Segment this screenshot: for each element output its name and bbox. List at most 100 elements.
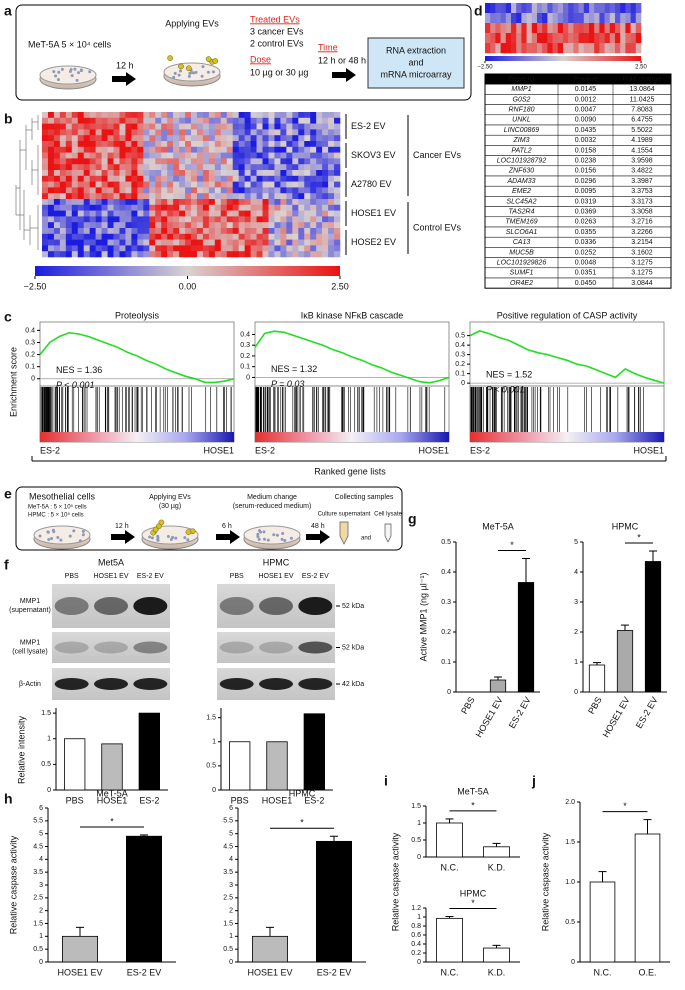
cell (54, 74, 58, 78)
heatmap-cell (196, 216, 204, 223)
heatmap-cell (568, 23, 574, 34)
heatmap-cell (59, 175, 67, 182)
y-axis-title: Active MMP1 (ng µl⁻¹) (418, 573, 428, 662)
heatmap-cell (131, 204, 138, 211)
heatmap-cell (250, 199, 257, 206)
heatmap-cell (635, 33, 642, 44)
heatmap-cell (71, 181, 79, 188)
heatmap-cell (316, 175, 323, 182)
bar (436, 822, 463, 858)
heatmap-cell (573, 23, 579, 34)
heatmap-cell (334, 193, 341, 200)
heatmap-cell (47, 135, 55, 142)
heatmap-cell (232, 193, 239, 200)
heatmap-cell (167, 141, 174, 148)
heatmap-cell (149, 141, 156, 148)
heatmap-cell (59, 146, 67, 153)
heatmap-cell (220, 135, 228, 142)
heatmap-cell (149, 146, 156, 153)
heatmap-cell (101, 222, 108, 229)
y-tick-label: 5 (574, 539, 578, 546)
heatmap-cell (635, 43, 642, 54)
heatmap-cell (95, 152, 102, 159)
heatmap-cell (196, 158, 204, 165)
heatmap-cell (65, 239, 73, 246)
heatmap-cell (250, 112, 257, 119)
annotation: NES = 1.36 (56, 365, 102, 375)
heatmap-cell (316, 210, 323, 217)
heatmap-cell (167, 175, 174, 182)
heatmap-cell (542, 13, 548, 24)
heatmap-cell (250, 210, 257, 217)
heatmap-cell (167, 123, 174, 130)
heatmap-cell (83, 158, 90, 165)
heatmap-cell (310, 193, 317, 200)
table-cell: ZIM3 (513, 137, 530, 144)
heatmap-cell (83, 129, 90, 136)
heatmap-cell (615, 43, 621, 54)
heatmap-cell (77, 181, 85, 188)
heatmap-cell (244, 222, 251, 229)
heatmap-cell (268, 216, 275, 223)
table-cell: 0.0095 (575, 188, 597, 195)
heatmap-cell (328, 135, 335, 142)
table-cell: OR4E2 (510, 280, 533, 287)
heatmap-cell (143, 164, 150, 171)
x-tick-label: K.D. (488, 967, 506, 977)
heatmap-cell (65, 112, 73, 119)
heatmap-cell (220, 146, 228, 153)
heatmap-cell (149, 204, 156, 211)
heatmap-cell (107, 239, 114, 246)
heatmap-cell (334, 239, 341, 246)
heatmap-cell (167, 187, 174, 194)
heatmap-cell (208, 112, 216, 119)
heatmap-cell (95, 135, 102, 142)
heatmap-cell (630, 43, 637, 54)
heatmap-cell (232, 245, 239, 252)
heatmap-cell (83, 135, 90, 142)
heatmap-cell (232, 228, 239, 235)
heatmap-cell (113, 216, 120, 223)
heatmap-cell (250, 141, 257, 148)
heatmap-cell (334, 204, 341, 211)
y-tick-label: 2 (39, 908, 43, 915)
heatmap-cell (71, 117, 79, 124)
heatmap-cell (521, 3, 527, 14)
heatmap-cell (292, 170, 299, 177)
heatmap-cell (107, 175, 114, 182)
heatmap-cell (191, 158, 198, 165)
heatmap-cell (531, 43, 538, 54)
heatmap-cell (179, 181, 186, 188)
heatmap-cell (322, 141, 329, 148)
heatmap-cell (292, 222, 299, 229)
rank-gradient (40, 432, 234, 442)
heatmap-cell (244, 228, 251, 235)
table-cell: 11.0425 (630, 96, 655, 103)
blot-band (298, 678, 333, 690)
chart-title: HPMC (289, 788, 316, 798)
heatmap-cell (214, 181, 222, 188)
blot-band (219, 641, 254, 654)
label: Treated EVs (250, 14, 300, 24)
y-tick-label: 0.2 (240, 353, 250, 360)
heatmap-cell (101, 135, 108, 142)
heatmap-cell (173, 216, 180, 223)
heatmap-cell (137, 152, 144, 159)
heatmap-cell (173, 228, 180, 235)
y-tick-label: 0.1 (441, 659, 451, 666)
heatmap-cell (214, 210, 222, 217)
row-label: ES-2 EV (351, 121, 386, 131)
heatmap-cell (298, 222, 305, 229)
heatmap-cell (161, 228, 168, 235)
heatmap-cell (202, 239, 210, 246)
heatmap-cell (179, 117, 186, 124)
y-tick-label: 0 (417, 959, 421, 966)
heatmap-cell (101, 158, 108, 165)
heatmap-cell (208, 170, 216, 177)
heatmap-cell (143, 135, 150, 142)
heatmap-cell (137, 141, 144, 148)
heatmap-cell (71, 129, 79, 136)
heatmap-cell (161, 245, 168, 252)
heatmap-cell (191, 152, 198, 159)
heatmap-cell (101, 146, 108, 153)
